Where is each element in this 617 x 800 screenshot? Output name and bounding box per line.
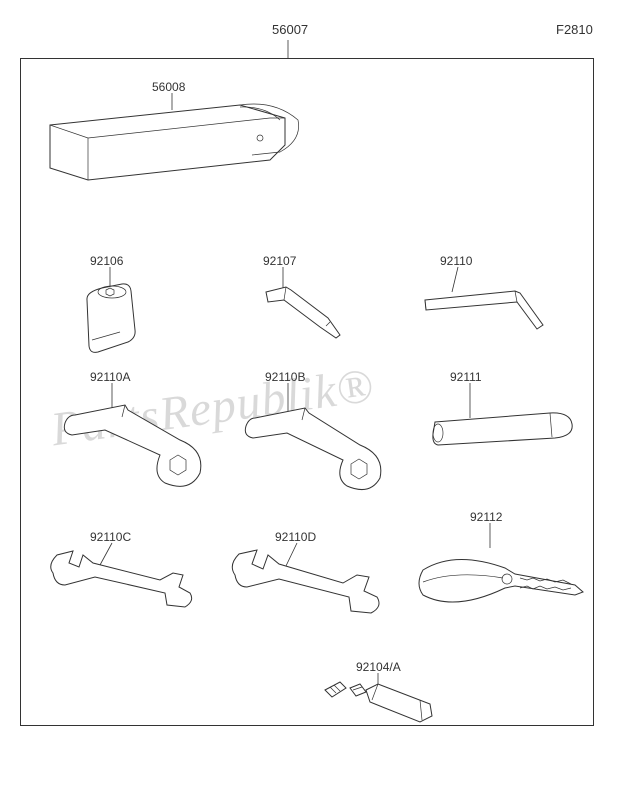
lead-line-grease [0,0,617,800]
parts-diagram: 56007 F2810 PartsRepublik® 56008 92106 9… [0,0,617,800]
part-grease [320,670,440,730]
